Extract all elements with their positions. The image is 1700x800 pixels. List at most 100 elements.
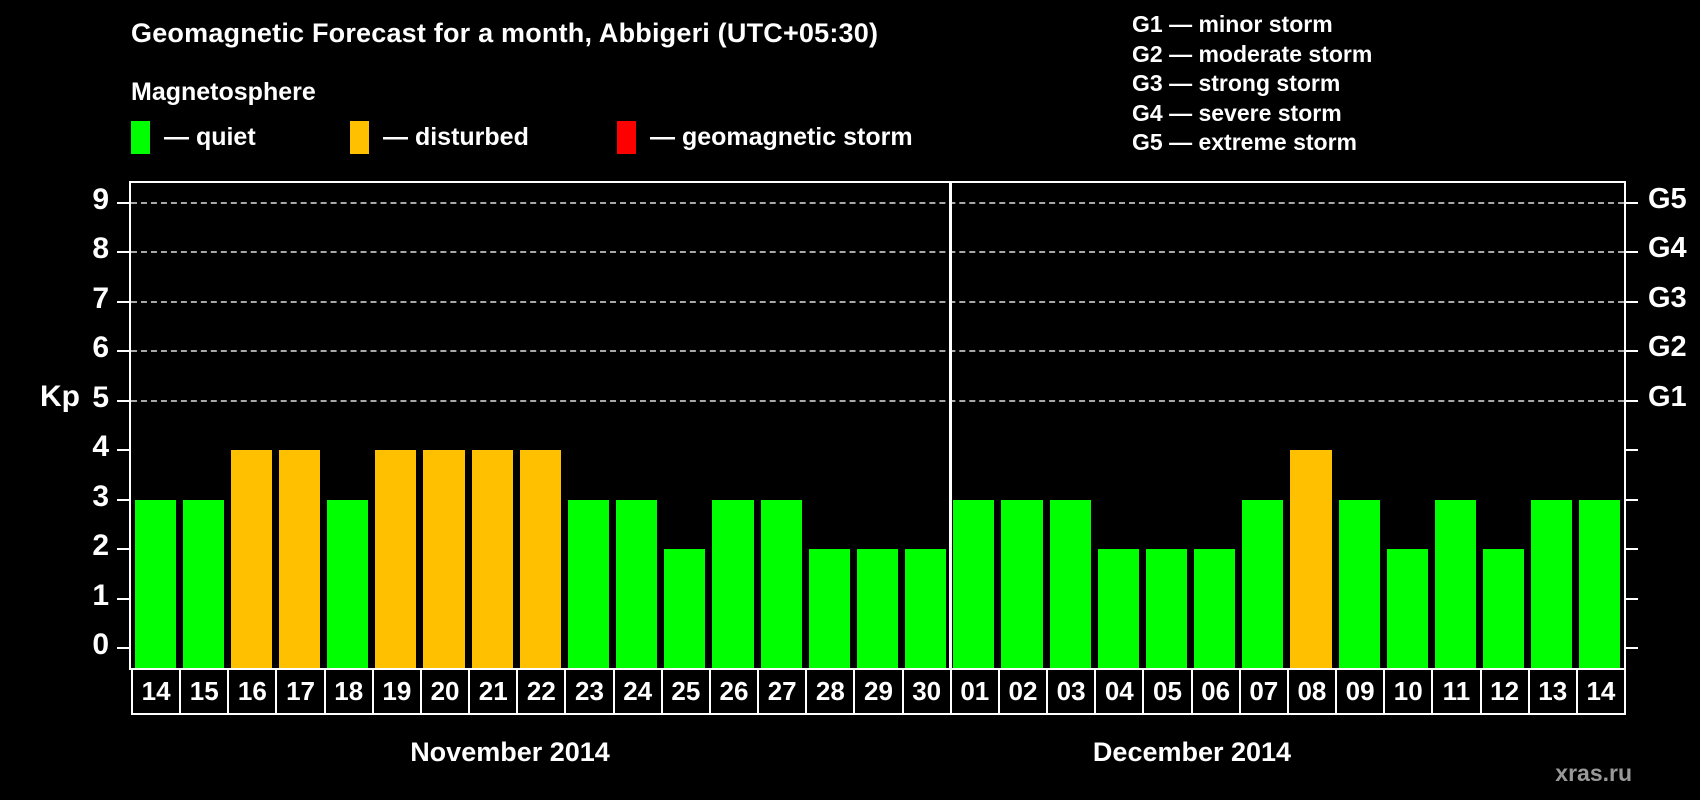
legend-label-quiet: — quiet: [164, 122, 256, 151]
day-label-november-18: 18: [323, 668, 374, 715]
right-tick-kp5: [1626, 399, 1638, 402]
right-tick-kp6: [1626, 350, 1638, 353]
y-tick-label-5: 5: [92, 380, 109, 414]
bar-november-26: [712, 499, 754, 668]
day-label-november-20: 20: [419, 668, 471, 715]
right-tick-kp8: [1626, 251, 1638, 254]
legend-item-storm: — geomagnetic storm: [617, 120, 913, 154]
y-tick-label-1: 1: [92, 578, 109, 612]
month-separator: [948, 183, 952, 668]
y-tick-label-2: 2: [92, 529, 109, 563]
gridline-kp6: [131, 350, 1624, 353]
day-label-december-05: 05: [1142, 668, 1193, 715]
month-label-december: December 2014: [1092, 737, 1292, 767]
bar-december-13: [1531, 499, 1573, 668]
day-label-november-29: 29: [853, 668, 904, 715]
day-label-november-28: 28: [805, 668, 856, 715]
left-tick-kp2: [117, 548, 129, 551]
bar-december-05: [1145, 549, 1188, 668]
left-tick-kp8: [117, 251, 129, 254]
day-label-december-10: 10: [1383, 668, 1434, 715]
bar-december-10: [1386, 549, 1428, 668]
bar-november-19: [375, 450, 417, 668]
day-label-november-22: 22: [516, 668, 567, 715]
day-label-december-03: 03: [1046, 668, 1097, 715]
right-tick-kp9: [1626, 201, 1638, 204]
bar-november-29: [856, 549, 899, 668]
bar-november-30: [905, 549, 947, 668]
day-label-december-11: 11: [1431, 668, 1482, 715]
bar-december-11: [1434, 499, 1476, 668]
left-tick-kp6: [117, 350, 129, 353]
left-tick-kp5: [117, 399, 129, 402]
day-label-november-16: 16: [227, 668, 278, 715]
day-label-november-23: 23: [564, 668, 615, 715]
day-label-december-02: 02: [997, 668, 1049, 715]
bar-december-06: [1194, 549, 1236, 668]
right-tick-kp2: [1626, 548, 1638, 551]
bar-december-09: [1338, 499, 1380, 668]
bar-november-14: [134, 499, 176, 668]
right-axis-label-g4: G4: [1648, 232, 1687, 265]
right-tick-kp7: [1626, 300, 1638, 303]
day-label-november-27: 27: [757, 668, 808, 715]
gridline-kp7: [131, 300, 1624, 303]
day-label-december-08: 08: [1286, 668, 1338, 715]
bar-december-12: [1483, 549, 1525, 668]
quiet-color-swatch: [131, 120, 150, 154]
right-axis-label-g1: G1: [1648, 380, 1687, 413]
bar-december-08: [1290, 450, 1332, 668]
right-axis-label-g2: G2: [1648, 331, 1687, 364]
storm-scale-line-g3: G3 — strong storm: [1132, 70, 1341, 96]
gridline-kp9: [131, 201, 1624, 204]
disturbed-color-swatch: [350, 120, 369, 154]
day-label-november-30: 30: [901, 668, 952, 715]
right-axis-label-g5: G5: [1648, 182, 1687, 215]
bar-november-25: [664, 549, 706, 668]
y-tick-label-7: 7: [92, 281, 109, 315]
storm-color-swatch: [617, 120, 636, 154]
y-tick-label-3: 3: [92, 479, 109, 513]
storm-scale-line-g4: G4 — severe storm: [1132, 99, 1342, 126]
day-label-december-12: 12: [1479, 668, 1530, 715]
day-label-november-17: 17: [275, 668, 326, 715]
y-axis-label: Kp: [40, 380, 80, 413]
day-label-december-06: 06: [1190, 668, 1241, 715]
bar-november-28: [808, 549, 850, 668]
legend-item-quiet: — quiet: [131, 120, 256, 154]
left-tick-kp9: [117, 201, 129, 204]
left-tick-kp7: [117, 300, 129, 303]
bar-november-23: [567, 499, 610, 668]
left-tick-kp0: [117, 647, 129, 650]
day-label-november-24: 24: [612, 668, 663, 715]
storm-scale-legend: G1 — minor storm G2 — moderate storm G3 — …: [1132, 10, 1372, 158]
bar-december-01: [953, 499, 995, 668]
day-label-november-19: 19: [371, 668, 422, 715]
right-tick-kp3: [1626, 498, 1638, 501]
chart-title: Geomagnetic Forecast for a month, Abbige…: [131, 18, 879, 48]
y-tick-label-0: 0: [92, 628, 109, 662]
y-tick-label-4: 4: [92, 430, 109, 464]
day-label-december-14: 14: [1575, 668, 1626, 715]
legend-label-storm: — geomagnetic storm: [650, 122, 913, 151]
bar-november-24: [616, 499, 658, 668]
left-tick-kp1: [117, 597, 129, 600]
day-label-november-15: 15: [179, 668, 230, 715]
gridline-kp5: [131, 399, 1624, 402]
day-label-december-01: 01: [949, 668, 1000, 715]
bar-november-17: [278, 450, 321, 668]
bar-november-21: [471, 450, 513, 668]
bar-november-16: [230, 450, 272, 668]
left-tick-kp3: [117, 498, 129, 501]
bar-november-15: [182, 499, 224, 668]
right-tick-kp1: [1626, 597, 1638, 600]
right-axis-label-g3: G3: [1648, 281, 1687, 314]
gridline-kp8: [131, 251, 1624, 254]
right-tick-kp0: [1626, 647, 1638, 650]
watermark-link[interactable]: xras.ru: [1555, 760, 1632, 786]
bar-november-27: [760, 499, 802, 668]
legend-item-disturbed: — disturbed: [350, 120, 529, 154]
left-tick-kp4: [117, 449, 129, 452]
day-label-november-14: 14: [131, 668, 182, 715]
